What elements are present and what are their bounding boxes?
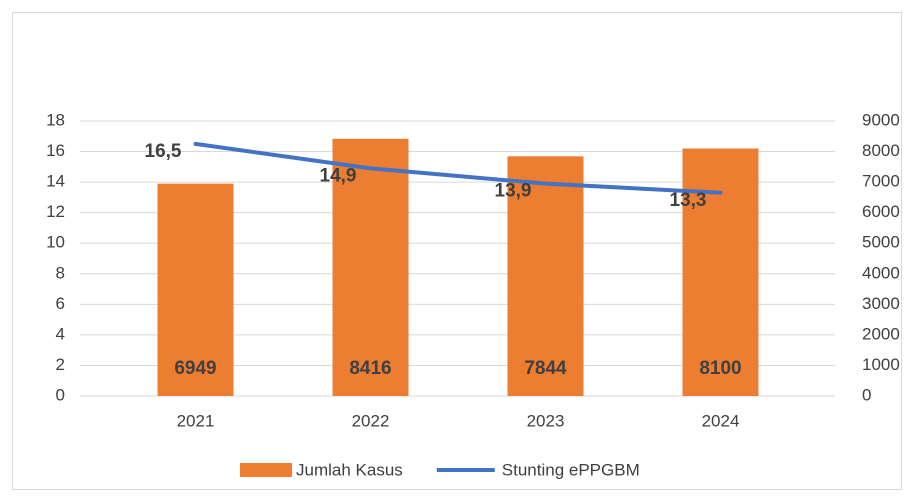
legend-swatch [240,463,292,477]
y2-tick-label: 5000 [862,233,900,252]
legend-label: Stunting ePPGBM [502,460,640,479]
data-label: 13,9 [495,181,532,202]
y2-tick-label: 4000 [862,263,900,282]
bar [507,156,584,396]
data-label: 8416 [349,358,391,379]
y-tick-label: 18 [46,110,65,129]
data-label: 16,5 [145,141,182,162]
y2-tick-label: 6000 [862,202,900,221]
data-label: 13,3 [670,190,707,211]
y-tick-label: 12 [46,202,65,221]
line [193,141,723,195]
y2-tick-label: 8000 [862,141,900,160]
x-tick-label: 2022 [352,411,390,430]
x-tick-label: 2023 [527,411,565,430]
y2-tick-label: 1000 [862,355,900,374]
chart-border [12,12,902,490]
y-tick-label: 4 [56,324,65,343]
y-tick-label: 6 [56,294,65,313]
y-tick-label: 8 [56,263,65,282]
y-tick-label: 10 [46,233,65,252]
data-label: 7844 [524,358,567,379]
y2-tick-label: 7000 [862,172,900,191]
y-tick-label: 2 [56,355,65,374]
bar [332,138,409,396]
y2-tick-label: 0 [862,385,871,404]
y-tick-label: 16 [46,141,65,160]
y-tick-label: 0 [56,385,65,404]
data-label: 6949 [174,358,216,379]
y-tick-label: 14 [46,172,65,191]
y2-tick-label: 2000 [862,324,900,343]
x-tick-label: 2021 [177,411,215,430]
bar [157,183,234,396]
data-label: 8100 [699,358,741,379]
legend-label: Jumlah Kasus [296,460,403,479]
x-tick-label: 2024 [702,411,740,430]
y2-tick-label: 9000 [862,110,900,129]
y2-tick-label: 3000 [862,294,900,313]
data-label: 14,9 [320,165,357,186]
